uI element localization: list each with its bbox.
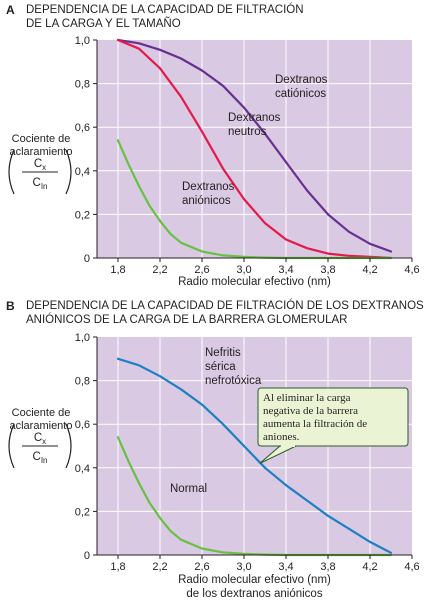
x-tick-label-a-4: 3,4: [278, 264, 293, 276]
fraction-paren-right-a: [65, 149, 72, 195]
y-tick-label-b-2: 0,4: [75, 463, 90, 475]
x-tick-label-b-4: 3,4: [278, 561, 293, 573]
x-tick-label-a-1: 2,2: [152, 264, 167, 276]
x-axis-label-b-0: Radio molecular efectivo (nm): [178, 574, 331, 586]
y-tick-label-a-3: 0,6: [75, 122, 90, 134]
series-line-b-0: [116, 357, 393, 554]
annotation-text-line-1: negativa de la barrera: [263, 405, 358, 417]
y-tick-label-a-0: 0: [84, 253, 90, 265]
series-label-a-2-1: aniónicos: [182, 195, 231, 207]
series-label-b-0-0: Nefritis: [205, 347, 241, 359]
y-tick-label-a-5: 1,0: [75, 35, 90, 47]
y-tick-label-b-5: 1,0: [75, 332, 90, 344]
panel-a-letter: A: [6, 3, 15, 17]
y-tick-label-b-0: 0: [84, 550, 90, 562]
series-label-a-1-1: neutros: [228, 126, 267, 138]
x-tick-label-a-5: 3,8: [320, 264, 335, 276]
plot-area-a: [97, 40, 412, 258]
panel-b-title-line-2: ANIÓNICOS DE LA CARGA DE LA BARRERA GLOM…: [26, 314, 348, 326]
y-tick-label-a-4: 0,8: [75, 79, 90, 91]
series-label-b-1-0: Normal: [170, 483, 207, 495]
panel-a-title-line-2: DE LA CARGA Y EL TAMAÑO: [26, 18, 181, 30]
annotation-text-line-0: Al eliminar la carga: [263, 392, 351, 404]
annotation-box: [257, 387, 409, 447]
panel-a-title-line-1: DEPENDENCIA DE LA CAPACIDAD DE FILTRACIÓ…: [26, 4, 304, 16]
x-tick-label-b-0: 1,8: [110, 561, 125, 573]
series-line-a-1: [116, 38, 393, 260]
x-tick-label-b-3: 3,0: [236, 561, 251, 573]
y-tick-label-b-1: 0,2: [75, 506, 90, 518]
panel-a-ylabel-line-2: aclaramiento: [9, 146, 73, 158]
x-tick-label-b-6: 4,2: [362, 561, 377, 573]
annotation-text-line-3: aniones.: [263, 431, 300, 443]
x-tick-label-a-2: 2,6: [194, 264, 209, 276]
series-label-a-0-1: catiónicos: [275, 88, 326, 100]
panel-a-ylabel-line-1: Cociente de: [11, 133, 71, 145]
x-tick-label-a-3: 3,0: [236, 264, 251, 276]
y-tick-label-b-4: 0,8: [75, 376, 90, 388]
x-tick-label-b-7: 4,6: [404, 561, 419, 573]
x-tick-label-a-0: 1,8: [110, 264, 125, 276]
series-label-a-1-0: Dextranos: [228, 112, 281, 124]
annotation-text-line-2: aumenta la filtración de: [263, 418, 367, 430]
x-axis-label-a-0: Radio molecular efectivo (nm): [178, 276, 331, 288]
panel-b-ylabel-line-2: aclaramiento: [9, 420, 73, 432]
fraction-paren-left-a: [8, 149, 15, 195]
fraction-denominator-a: CIn: [33, 177, 48, 191]
series-line-a-0: [116, 38, 393, 253]
panel-b-ylabel-line-1: Cociente de: [11, 407, 71, 419]
x-tick-label-a-7: 4,6: [404, 264, 419, 276]
fraction-denominator-b: CIn: [33, 451, 48, 465]
series-label-a-0-0: Dextranos: [275, 74, 328, 86]
fraction-paren-left-b: [8, 423, 15, 469]
series-label-b-0-2: nefrotóxica: [205, 375, 262, 387]
fraction-numerator-a: Cx: [34, 158, 46, 172]
y-tick-label-b-3: 0,6: [75, 419, 90, 431]
x-tick-label-a-6: 4,2: [362, 264, 377, 276]
x-tick-label-b-5: 3,8: [320, 561, 335, 573]
y-tick-label-a-2: 0,4: [75, 166, 90, 178]
series-label-a-2-0: Dextranos: [182, 181, 235, 193]
x-axis-label-b-1: de los dextranos aniónicos: [186, 588, 322, 600]
series-label-b-0-1: sérica: [205, 361, 236, 373]
x-tick-label-b-2: 2,6: [194, 561, 209, 573]
panel-b-letter: B: [6, 299, 15, 313]
fraction-paren-right-b: [65, 423, 72, 469]
x-tick-label-b-1: 2,2: [152, 561, 167, 573]
panel-b-title-line-1: DEPENDENCIA DE LA CAPACIDAD DE FILTRACIÓ…: [26, 300, 424, 312]
fraction-numerator-b: Cx: [34, 432, 46, 446]
y-tick-label-a-1: 0,2: [75, 209, 90, 221]
